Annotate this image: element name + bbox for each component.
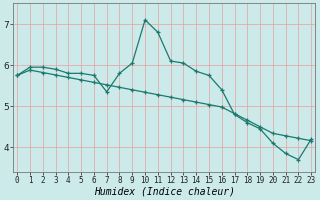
X-axis label: Humidex (Indice chaleur): Humidex (Indice chaleur) xyxy=(94,187,235,197)
